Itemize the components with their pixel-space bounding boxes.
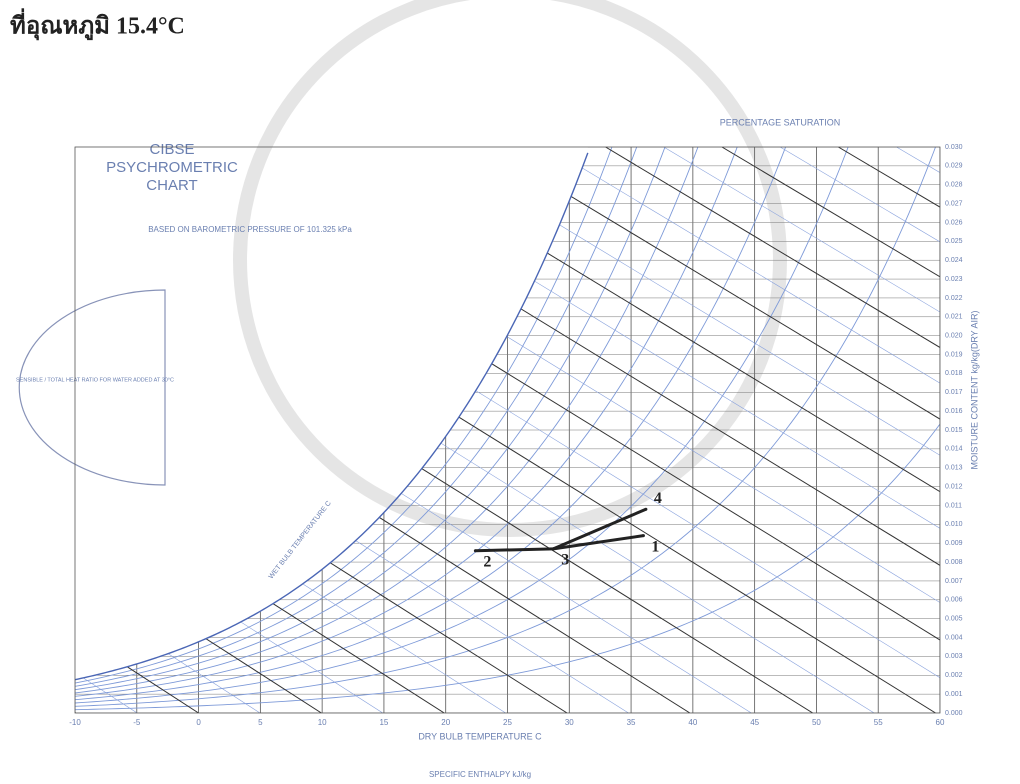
enthalpy-line [75, 147, 138, 713]
process-line [552, 507, 647, 551]
y-tick-label: 0.028 [945, 182, 963, 189]
y-tick-label: 0.021 [945, 314, 963, 321]
enthalpy-line [430, 147, 940, 713]
enthalpy-line [488, 147, 940, 713]
x-tick-label: -10 [69, 718, 81, 727]
subtitle: BASED ON BAROMETRIC PRESSURE OF 101.325 … [148, 225, 352, 234]
point-label: 2 [483, 553, 491, 570]
y-tick-label: 0.011 [945, 502, 962, 509]
process-line [475, 547, 554, 553]
enthalpy-line [721, 147, 940, 713]
x-axis-label: DRY BULB TEMPERATURE C [418, 731, 542, 741]
y-tick-label: 0.022 [945, 295, 963, 302]
y-tick-label: 0.030 [945, 144, 963, 151]
y-tick-label: 0.002 [945, 672, 963, 679]
enthalpy-label: SPECIFIC ENTHALPY kJ/kg [429, 770, 531, 779]
y-tick-label: 0.018 [945, 370, 963, 377]
enthalpy-line [1013, 147, 1020, 713]
x-tick-label: 0 [196, 718, 201, 727]
y-tick-label: 0.001 [945, 691, 963, 698]
x-tick-label: 25 [503, 718, 512, 727]
point-label: 4 [654, 490, 662, 507]
y-tick-label: 0.003 [945, 653, 963, 660]
x-tick-label: 35 [627, 718, 636, 727]
y-tick-label: 0.015 [945, 427, 963, 434]
saturation-curve [75, 147, 940, 701]
y-tick-label: 0.009 [945, 540, 963, 547]
y-tick-label: 0.026 [945, 219, 963, 226]
enthalpy-line [75, 147, 445, 713]
y-tick-label: 0.024 [945, 257, 963, 264]
saturation-curve [75, 147, 940, 691]
state-point [644, 507, 648, 511]
y-tick-label: 0.014 [945, 446, 963, 453]
x-tick-label: 5 [258, 718, 263, 727]
plot-area [75, 147, 1020, 713]
x-tick-label: 30 [565, 718, 574, 727]
saturation-label: PERCENTAGE SATURATION [720, 117, 841, 127]
heading: ที่อุณหภูมิ 15.4°C [10, 8, 185, 42]
enthalpy-line [955, 147, 1020, 713]
state-point [473, 549, 477, 553]
enthalpy-line [75, 147, 506, 713]
chart-title: CHART [146, 177, 197, 194]
process-line [553, 534, 644, 551]
y-tick-label: 0.005 [945, 616, 963, 623]
x-tick-label: 45 [750, 718, 759, 727]
plot-frame [74, 146, 941, 714]
saturation-curve [75, 147, 940, 704]
y-tick-label: 0.025 [945, 238, 963, 245]
y-tick-label: 0.010 [945, 521, 963, 528]
enthalpy-line [779, 147, 940, 713]
y-tick-label: 0.007 [945, 578, 963, 585]
watermark [233, 0, 787, 537]
state-point [641, 534, 645, 538]
chart-title: PSYCHROMETRIC [106, 159, 238, 176]
state-point [551, 547, 555, 551]
enthalpy-line [547, 147, 940, 713]
enthalpy-line [663, 147, 940, 713]
saturation-curve [75, 147, 940, 707]
y-tick-label: 0.027 [945, 200, 963, 207]
saturation-curve [75, 147, 940, 684]
chart-title: CIBSE [149, 141, 194, 158]
y-tick-label: 0.017 [945, 389, 963, 396]
y-tick-label: 0.006 [945, 597, 963, 604]
y-tick-label: 0.016 [945, 408, 963, 415]
saturation-curve [75, 147, 940, 697]
enthalpy-line [605, 147, 940, 713]
y-tick-label: 0.019 [945, 351, 963, 358]
x-tick-label: 15 [379, 718, 388, 727]
plot: -10 -5 0 5 10 15 20 25 30 35 40 45 50 55 600.000 0.001 0… [69, 144, 1020, 727]
x-tick-label: 60 [936, 718, 945, 727]
y-tick-label: 0.020 [945, 333, 963, 340]
x-tick-label: -5 [133, 718, 141, 727]
y-tick-label: 0.029 [945, 163, 963, 170]
saturation-curve [75, 147, 940, 687]
protractor [18, 289, 166, 486]
x-tick-label: 40 [688, 718, 697, 727]
x-tick-label: 10 [318, 718, 327, 727]
x-tick-label: 20 [441, 718, 450, 727]
point-label: 3 [561, 552, 569, 569]
y-tick-label: 0.013 [945, 465, 963, 472]
y-tick-label: 0.008 [945, 559, 963, 566]
point-label: 1 [651, 538, 659, 555]
y-tick-label: 0.004 [945, 634, 963, 641]
x-tick-label: 55 [874, 718, 883, 727]
x-tick-label: 50 [812, 718, 821, 727]
saturation-line [74, 152, 589, 681]
y-axis-label: MOISTURE CONTENT kg/kg(DRY AIR) [969, 310, 979, 469]
y-tick-label: 0.000 [945, 710, 963, 717]
y-tick-label: 0.023 [945, 276, 963, 283]
protractor-label: SENSIBLE / TOTAL HEAT RATIO FOR WATER AD… [16, 377, 174, 383]
saturation-curve [75, 147, 940, 694]
enthalpy-line [75, 147, 77, 713]
y-tick-label: 0.012 [945, 483, 963, 490]
